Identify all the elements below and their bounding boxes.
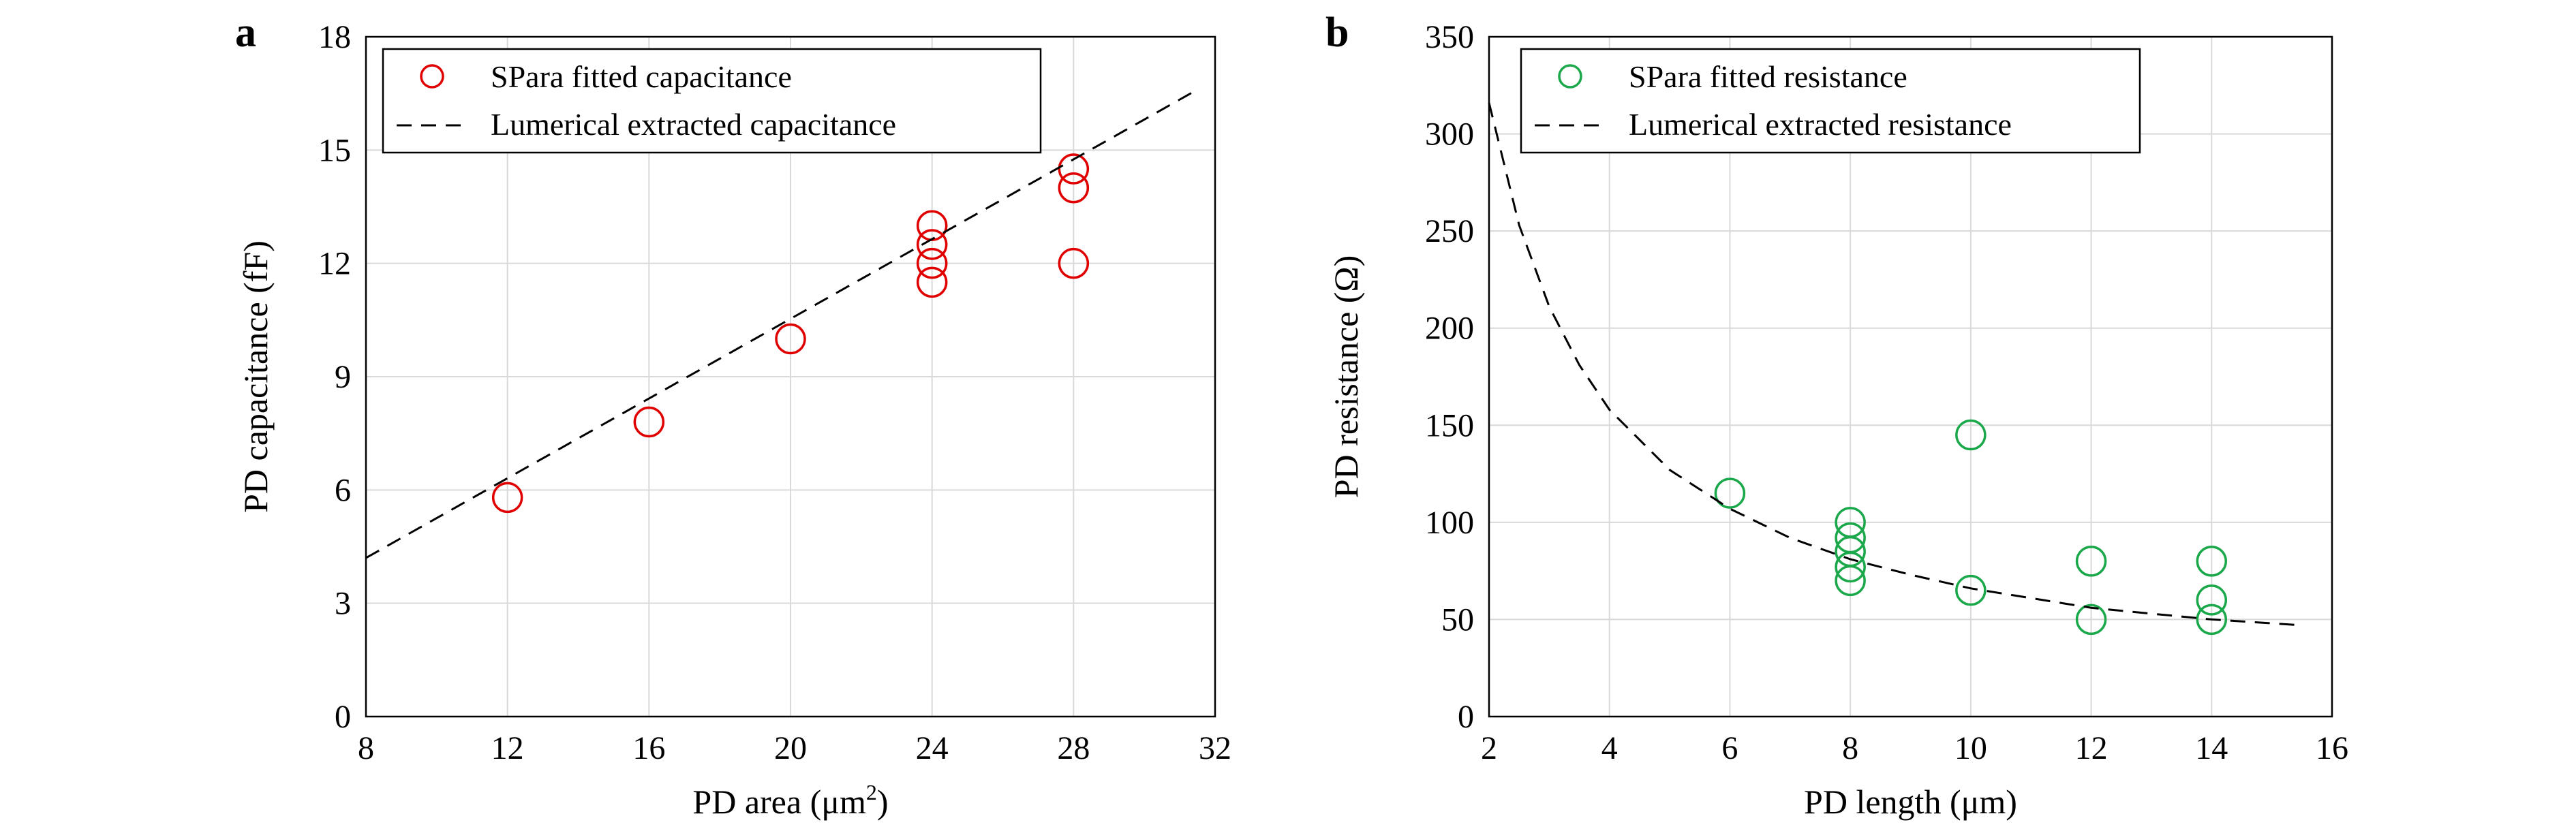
y-tick-label: 0 bbox=[1458, 699, 1474, 735]
x-tick-label: 20 bbox=[774, 730, 807, 766]
y-tick-label: 300 bbox=[1425, 116, 1474, 153]
data-point bbox=[2075, 603, 2107, 636]
data-point bbox=[916, 229, 948, 260]
legend-label: Lumerical extracted capacitance bbox=[491, 107, 896, 142]
x-axis-label: PD length (μm) bbox=[1804, 783, 2017, 821]
legend-marker-symbol bbox=[420, 64, 444, 89]
x-tick-label: 2 bbox=[1481, 730, 1497, 766]
y-tick-label: 50 bbox=[1441, 601, 1474, 638]
y-tick-label: 12 bbox=[318, 246, 351, 282]
x-tick-label: 28 bbox=[1057, 730, 1090, 766]
x-tick-label: 8 bbox=[1842, 730, 1858, 766]
panel-b: 2 4 6 8 10 12 14 16 0 50 100 150 200 250 300 350 b PD len… bbox=[1325, 10, 2348, 821]
data-point bbox=[1835, 507, 1866, 538]
y-tick-label: 250 bbox=[1425, 213, 1474, 249]
y-tick-label: 15 bbox=[318, 132, 351, 168]
plot-frame bbox=[365, 35, 1216, 718]
data-point bbox=[1835, 522, 1866, 554]
panel-letter: b bbox=[1325, 10, 1349, 56]
x-tick-label: 16 bbox=[632, 730, 665, 766]
legend-label: Lumerical extracted resistance bbox=[1629, 107, 2012, 142]
y-tick-label: 100 bbox=[1425, 505, 1474, 541]
x-tick-label: 12 bbox=[491, 730, 524, 766]
data-point bbox=[1955, 419, 1987, 451]
data-point bbox=[1058, 247, 1090, 279]
data-point bbox=[916, 247, 948, 279]
y-tick-label: 150 bbox=[1425, 407, 1474, 443]
data-point bbox=[2196, 546, 2228, 577]
y-tick-label: 3 bbox=[335, 586, 351, 622]
legend-box bbox=[1520, 48, 2141, 154]
legend-marker-symbol bbox=[1558, 64, 1582, 89]
data-point bbox=[2196, 603, 2228, 636]
data-point bbox=[2075, 546, 2107, 577]
x-axis-label: PD area (μm2) bbox=[692, 780, 888, 821]
x-axis-label-text: PD length (μm) bbox=[1804, 783, 2017, 821]
x-tick-label: 8 bbox=[358, 730, 374, 766]
data-point bbox=[491, 482, 523, 514]
y-tick-label: 6 bbox=[335, 472, 351, 508]
y-axis-label: PD capacitance (fF) bbox=[236, 240, 275, 513]
data-point bbox=[633, 406, 665, 438]
data-point bbox=[1058, 172, 1090, 204]
fit-line bbox=[365, 89, 1198, 559]
y-tick-label: 200 bbox=[1425, 311, 1474, 347]
y-axis-label: PD resistance (Ω) bbox=[1327, 255, 1365, 499]
data-point bbox=[1058, 153, 1090, 185]
panel-letter: a bbox=[235, 10, 256, 56]
plot-frame bbox=[1488, 35, 2333, 718]
legend-box bbox=[382, 48, 1042, 154]
y-tick-label: 9 bbox=[335, 359, 351, 395]
x-axis-label-text: PD area (μm bbox=[692, 783, 866, 821]
data-point bbox=[2196, 584, 2228, 616]
x-tick-label: 24 bbox=[916, 730, 949, 766]
x-tick-label: 4 bbox=[1601, 730, 1618, 766]
data-point bbox=[916, 266, 948, 298]
x-axis-label-end: ) bbox=[877, 783, 889, 821]
data-point bbox=[775, 323, 806, 355]
y-tick-label: 18 bbox=[318, 19, 351, 55]
fit-line bbox=[1488, 102, 2302, 627]
legend-label: SPara fitted capacitance bbox=[491, 59, 792, 94]
data-point bbox=[1714, 477, 1746, 509]
x-tick-label: 12 bbox=[2075, 730, 2108, 766]
y-tick-label: 350 bbox=[1425, 19, 1474, 55]
x-tick-label: 14 bbox=[2195, 730, 2228, 766]
x-axis-label-superscript: 2 bbox=[866, 780, 877, 804]
x-tick-label: 32 bbox=[1199, 730, 1231, 766]
y-tick-label: 0 bbox=[335, 699, 351, 735]
x-tick-label: 16 bbox=[2316, 730, 2348, 766]
x-tick-label: 6 bbox=[1721, 730, 1738, 766]
legend-label: SPara fitted resistance bbox=[1629, 59, 1907, 94]
x-tick-label: 10 bbox=[1954, 730, 1987, 766]
data-point bbox=[1955, 574, 1987, 606]
